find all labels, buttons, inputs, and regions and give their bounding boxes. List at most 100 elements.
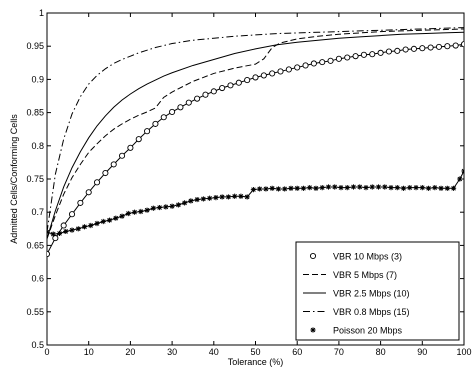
data-point-star [225,194,231,200]
data-point-star [338,185,344,191]
data-point-star [75,226,81,232]
y-tick-label: 0.8 [31,141,44,151]
data-point-star [94,220,100,227]
data-point-star [282,186,288,192]
legend-marker-star [310,327,316,333]
x-tick-label: 0 [44,347,49,357]
legend-marker-circle [309,252,317,260]
data-point-circle [47,250,51,258]
data-point-circle [269,70,276,77]
data-point-star [425,185,432,191]
legend-item: VBR 5 Mbps (7) [303,270,397,280]
data-point-star [207,195,213,201]
x-tick-label: 90 [417,347,427,357]
data-point-star [432,185,438,191]
x-tick-label: 70 [334,347,344,357]
data-point-circle [444,43,451,50]
data-point-star [313,185,319,191]
data-point-circle [252,74,259,81]
data-point-star [275,186,282,192]
data-point-star [163,204,169,210]
data-point-star [175,202,181,208]
data-point-circle [294,64,301,71]
data-point-star [138,208,144,215]
data-point-star [169,203,175,209]
data-point-circle [160,114,167,121]
data-point-star [400,185,407,191]
data-point-star [450,185,457,191]
data-point-circle [219,84,226,92]
x-axis-label: Tolerance (%) [228,357,284,367]
x-tick-label: 80 [376,347,386,357]
data-point-star [144,207,150,213]
y-tick-label: 0.7 [31,207,44,217]
data-point-star [100,218,106,225]
legend-label: VBR 2.5 Mbps (10) [333,289,410,299]
data-point-circle [194,95,201,102]
data-point-star [375,184,382,190]
data-point-star [50,231,56,237]
data-point-circle [227,82,234,89]
y-tick-label: 0.55 [26,307,44,317]
data-point-circle [144,128,151,135]
data-point-circle [427,44,434,51]
y-tick-label: 0.5 [31,340,44,350]
data-point-star [81,224,88,230]
data-point-circle [385,48,392,55]
legend-box [295,241,460,341]
data-point-star [188,198,194,204]
data-point-circle [135,136,142,143]
data-point-star [319,185,325,191]
data-point-circle [285,66,292,73]
data-point-star [131,209,138,215]
data-point-circle [369,51,376,58]
data-point-circle [360,51,367,58]
data-point-star [119,213,125,219]
data-point-star [325,184,332,190]
y-tick-label: 0.9 [31,74,44,84]
legend-label: Poisson 20 Mbps [333,326,403,336]
ticks-layer: 0 10 20 30 40 50 60 70 80 90 100 0.5 0.55 0.6 0.65 0.7 0… [26,8,471,357]
data-point-circle [394,47,401,54]
x-tick-label: 40 [209,347,219,357]
data-point-circle [260,72,267,79]
data-point-circle [110,161,117,168]
data-point-circle [277,68,284,75]
data-point-circle [344,54,351,61]
x-tick-label: 100 [456,347,471,357]
data-point-circle [127,144,134,151]
data-point-circle [68,211,76,218]
x-tick-label: 20 [125,347,135,357]
data-point-star [388,185,394,191]
data-point-circle [210,88,217,95]
data-point-star [56,230,63,237]
data-point-circle [460,41,464,48]
data-point-circle [377,49,384,56]
data-point-star [394,185,400,191]
data-point-circle [77,199,84,206]
data-point-star [200,196,206,202]
data-point-star [194,196,200,203]
data-point-circle [410,45,418,52]
series-0 [47,41,464,258]
data-point-circle [452,42,459,49]
y-tick-label: 0.85 [26,108,44,118]
data-point-star [407,185,413,191]
data-point-star [244,194,250,200]
data-point-star [357,184,363,190]
series-layer [47,27,464,258]
series-line [47,27,464,233]
data-point-star [288,185,294,191]
x-tick-label: 10 [84,347,94,357]
data-point-circle [185,99,192,106]
data-point-star [250,187,257,193]
data-point-circle [119,152,126,159]
data-point-star [461,168,464,174]
y-tick-label: 1 [39,8,44,18]
data-point-circle [402,46,409,53]
data-point-circle [335,55,342,62]
data-point-star [106,217,113,223]
data-point-circle [352,53,359,60]
data-point-circle [93,179,101,186]
